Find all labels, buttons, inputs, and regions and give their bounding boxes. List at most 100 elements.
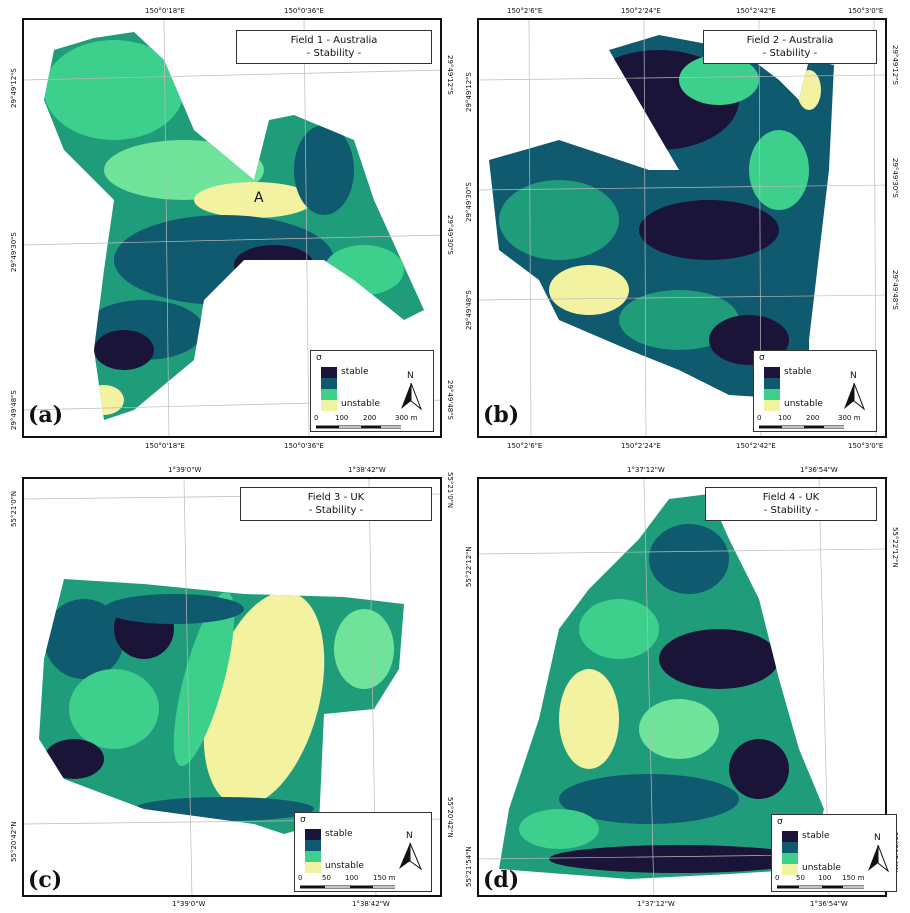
- right-coord: 55°22'12"N: [891, 527, 899, 568]
- scale-tick: 50: [322, 874, 331, 882]
- field-1-raster: [24, 20, 440, 436]
- north-arrow-icon: [300, 842, 423, 889]
- left-coord: 55°21'0"N: [10, 490, 18, 527]
- panel-label-d: (d): [483, 867, 520, 893]
- right-coord: 29°49'48"S: [446, 380, 454, 420]
- scale-tick: 300 m: [838, 414, 861, 422]
- panel-label-c: (c): [28, 867, 63, 893]
- scale-tick: 200: [806, 414, 820, 422]
- top-coord: 1°37'12"W: [627, 466, 665, 474]
- scale-tick: 100: [335, 414, 349, 422]
- top-coord: 1°36'54"W: [800, 466, 838, 474]
- north-label: N: [850, 371, 857, 381]
- legend-stable-label: stable: [802, 831, 830, 841]
- north-arrow-icon: [759, 382, 866, 429]
- legend-swatch-unstable: [764, 400, 780, 411]
- legend-swatch-mid: [782, 842, 798, 853]
- north-arrow-icon: [777, 844, 890, 889]
- legend-swatch-mid: [305, 851, 321, 862]
- legend-swatch-stable: [764, 367, 780, 378]
- scale-tick: 150 m: [842, 874, 865, 882]
- left-coord: 55°22'12"N: [465, 546, 473, 587]
- top-coord: 1°39'0"W: [168, 466, 202, 474]
- legend-c: σ stable unstable N 0 50 100 150 m: [294, 812, 432, 892]
- bottom-coord: 150°2'42"E: [736, 442, 776, 450]
- field-2-raster: [479, 20, 885, 436]
- top-coord: 150°2'24"E: [621, 7, 661, 15]
- legend-sigma: σ: [316, 353, 322, 363]
- bottom-coord: 150°0'36"E: [284, 442, 324, 450]
- legend-swatch-unstable: [321, 400, 337, 411]
- bottom-coord: 150°3'0"E: [848, 442, 884, 450]
- title-box-a: Field 1 - Australia - Stability -: [236, 30, 432, 64]
- right-coord: 29°49'12"S: [446, 55, 454, 95]
- title-box-b: Field 2 - Australia - Stability -: [703, 30, 877, 64]
- legend-stable-label: stable: [341, 367, 369, 377]
- legend-stable-label: stable: [325, 829, 353, 839]
- left-coord: 29°49'30"S: [10, 232, 18, 272]
- map-title: Field 4 - UK: [762, 492, 820, 503]
- map-subtitle: - Stability -: [306, 48, 362, 59]
- field-3-raster: [24, 479, 440, 895]
- right-coord: 29°49'30"S: [891, 158, 899, 198]
- field-4-raster: [479, 479, 885, 895]
- map-subtitle: - Stability -: [762, 48, 818, 59]
- bottom-coord: 1°36'54"W: [810, 900, 848, 908]
- title-box-c: Field 3 - UK - Stability -: [240, 487, 432, 521]
- bottom-coord: 150°2'6"E: [507, 442, 543, 450]
- map-frame-b: [477, 18, 887, 438]
- left-coord: 55°21'54"N: [465, 846, 473, 887]
- legend-stable-label: stable: [784, 367, 812, 377]
- panel-d: Field 4 - UK - Stability - 1°37'12"W 1°3…: [455, 457, 910, 913]
- legend-unstable-label: unstable: [325, 861, 364, 871]
- map-title: Field 2 - Australia: [746, 35, 834, 46]
- left-coord: 55°20'42"N: [10, 821, 18, 862]
- legend-unstable-label: unstable: [802, 863, 841, 873]
- north-label: N: [874, 833, 881, 843]
- bottom-coord: 1°38'42"W: [352, 900, 390, 908]
- north-arrow-icon: [316, 382, 423, 429]
- panel-a: Field 1 - Australia - Stability - A 150°…: [0, 0, 455, 456]
- map-title: Field 3 - UK: [307, 492, 365, 503]
- top-coord: 150°0'18"E: [145, 7, 185, 15]
- legend-sigma: σ: [300, 815, 306, 825]
- scale-tick: 0: [298, 874, 303, 882]
- bottom-coord: 1°39'0"W: [172, 900, 206, 908]
- annotation-a: A: [254, 190, 264, 206]
- scale-tick: 200: [363, 414, 377, 422]
- legend-swatch-mid: [764, 389, 780, 400]
- north-label: N: [407, 371, 414, 381]
- left-coord: 29°49'30"S: [465, 182, 473, 222]
- panel-b: Field 2 - Australia - Stability - 150°2'…: [455, 0, 910, 456]
- panel-label-b: (b): [483, 402, 520, 428]
- north-label: N: [406, 831, 413, 841]
- left-coord: 29°49'48"S: [10, 390, 18, 430]
- legend-swatch-unstable: [305, 862, 321, 873]
- legend-d: σ stable unstable N 0 50 100 150 m: [771, 814, 897, 892]
- legend-a: σ stable unstable N 0 100 200 300 m: [310, 350, 434, 432]
- bottom-coord: 150°0'18"E: [145, 442, 185, 450]
- scale-tick: 50: [796, 874, 805, 882]
- scale-tick: 0: [314, 414, 319, 422]
- scale-tick: 100: [345, 874, 359, 882]
- top-coord: 150°2'42"E: [736, 7, 776, 15]
- map-subtitle: - Stability -: [763, 505, 819, 516]
- scale-tick: 100: [818, 874, 832, 882]
- right-coord: 55°20'42"N: [446, 797, 454, 838]
- left-coord: 29°49'12"S: [10, 68, 18, 108]
- scale-tick: 0: [775, 874, 780, 882]
- legend-swatch-mid: [305, 840, 321, 851]
- map-title: Field 1 - Australia: [290, 35, 378, 46]
- top-coord: 1°38'42"W: [348, 466, 386, 474]
- legend-swatch-mid: [321, 378, 337, 389]
- scale-tick: 0: [757, 414, 762, 422]
- bottom-coord: 1°37'12"W: [637, 900, 675, 908]
- panel-label-a: (a): [28, 402, 64, 428]
- legend-swatch-mid: [764, 378, 780, 389]
- right-coord: 29°49'48"S: [891, 270, 899, 310]
- legend-sigma: σ: [777, 817, 783, 827]
- title-box-d: Field 4 - UK - Stability -: [705, 487, 877, 521]
- map-subtitle: - Stability -: [308, 505, 364, 516]
- top-coord: 150°0'36"E: [284, 7, 324, 15]
- legend-b: σ stable unstable N 0 100 200 300 m: [753, 350, 877, 432]
